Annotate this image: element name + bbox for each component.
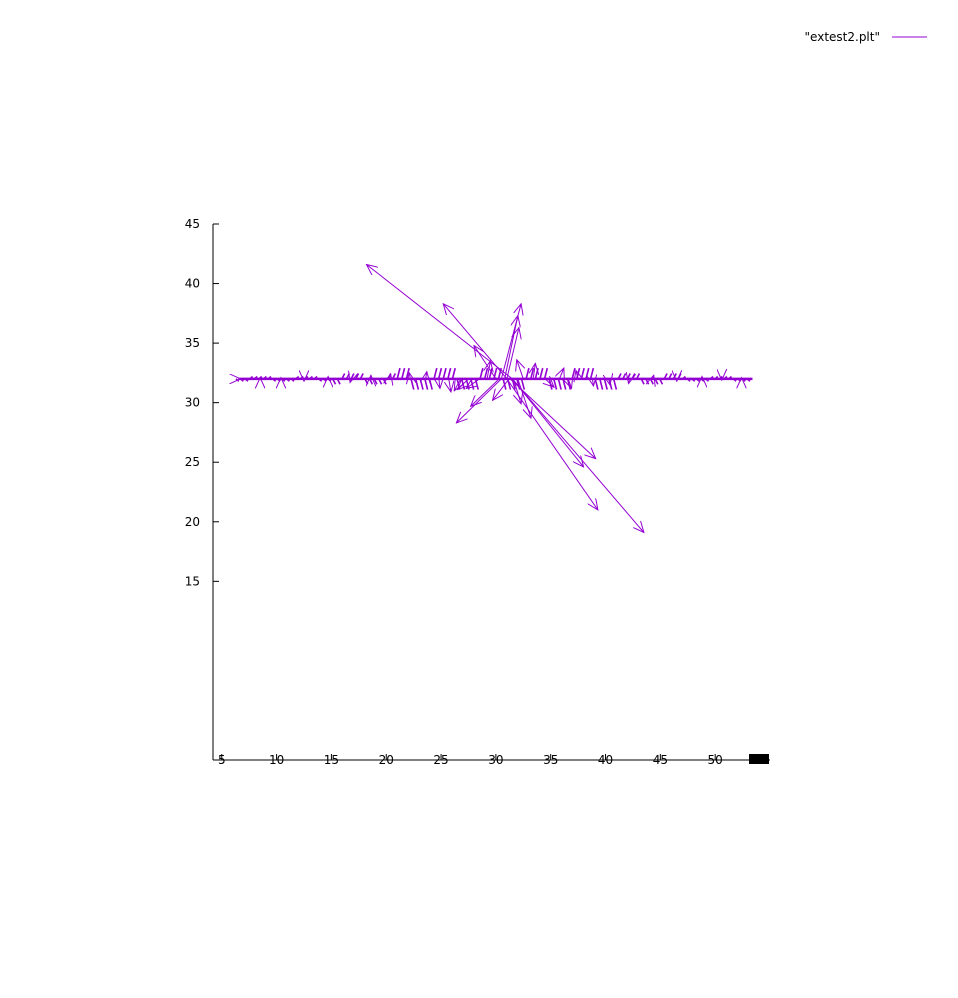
vector-arrow xyxy=(506,378,598,510)
vector-arrow-small xyxy=(612,378,618,390)
vector-arrow-small xyxy=(580,367,585,380)
vector-arrow-small xyxy=(506,378,512,390)
vector-arrow-small xyxy=(502,378,507,390)
vector-arrow-small xyxy=(608,378,613,390)
x-ticks: 5 10 15 20 25 30 35 40 45 50 xyxy=(218,753,723,767)
vector-arrow xyxy=(500,304,521,379)
vector-arrow-small xyxy=(585,367,590,380)
vector-arrow xyxy=(533,363,535,379)
vector-arrow xyxy=(443,304,508,380)
x-tick-label: 15 xyxy=(324,753,339,767)
y-ticks: 15 20 25 30 35 40 45 xyxy=(185,217,219,588)
vector-arrow-small xyxy=(534,367,539,380)
vector-arrow xyxy=(517,378,531,418)
vector-arrow-small xyxy=(433,367,438,380)
vector-arrow-small xyxy=(557,378,562,390)
x-tick-label: 30 xyxy=(488,753,503,767)
vector-arrow-small xyxy=(447,367,452,380)
vector-arrow-small xyxy=(437,367,443,380)
vector-arrow-small xyxy=(401,367,406,380)
y-tick-label: 20 xyxy=(185,515,200,529)
vector-arrow-small xyxy=(442,367,447,380)
vector-arrow xyxy=(487,361,490,379)
vector-arrow-small xyxy=(525,367,530,380)
vector-arrow xyxy=(493,378,510,400)
vector-arrow-small xyxy=(529,367,535,380)
vector-arrow xyxy=(367,264,513,380)
vector-arrow-small xyxy=(576,367,581,380)
vector-arrow xyxy=(517,360,524,380)
vector-arrow-small xyxy=(428,378,433,390)
overlapping-tick-labels xyxy=(749,754,769,764)
y-tick-label: 40 xyxy=(185,277,200,291)
y-tick-label: 15 xyxy=(185,574,200,588)
x-tick-label: 45 xyxy=(653,753,668,767)
vector-arrow-small xyxy=(479,367,484,380)
vector-arrow-small xyxy=(553,378,558,390)
vector-arrow-small xyxy=(474,378,480,390)
x-axis-end-ticks xyxy=(732,754,769,764)
vector-arrow-small xyxy=(419,378,424,390)
x-tick-label: 20 xyxy=(379,753,394,767)
vector-arrow-small xyxy=(405,367,410,380)
vector-arrow-small xyxy=(603,378,608,390)
vector-arrow-small xyxy=(571,367,576,380)
x-tick-label: 40 xyxy=(598,753,613,767)
vector-arrow-small xyxy=(451,367,456,380)
vector-arrow-small xyxy=(497,367,503,380)
vector-arrow xyxy=(512,378,521,404)
vector-arrow xyxy=(559,368,563,379)
x-tick-label: 25 xyxy=(433,753,448,767)
x-tick-label: 50 xyxy=(708,753,723,767)
legend: "extest2.plt" xyxy=(805,30,927,44)
vector-arrow-small xyxy=(424,378,429,390)
vector-arrow xyxy=(506,328,519,379)
y-tick-label: 35 xyxy=(185,336,200,350)
x-tick-label: 10 xyxy=(269,753,284,767)
vector-arrow-small xyxy=(562,378,567,390)
vector-arrow-small xyxy=(539,367,544,380)
vector-arrow xyxy=(511,378,583,467)
vector-arrow xyxy=(504,316,518,379)
vector-arrow xyxy=(471,378,500,406)
y-tick-label: 25 xyxy=(185,455,200,469)
y-tick-label: 45 xyxy=(185,217,200,231)
vector-arrow xyxy=(439,379,440,389)
vector-arrow-small xyxy=(594,378,599,390)
vector-arrow-small xyxy=(465,378,470,390)
vector-arrow-small xyxy=(460,378,466,390)
vector-series xyxy=(235,264,753,533)
vector-arrow-small xyxy=(488,367,493,380)
vector-arrow-small xyxy=(516,378,521,390)
vector-arrow-small xyxy=(543,367,549,380)
y-tick-label: 30 xyxy=(185,396,200,410)
vector-arrow-small xyxy=(414,378,420,390)
vector-arrow-small xyxy=(483,367,489,380)
vector-arrow xyxy=(454,378,461,391)
vector-arrow-small xyxy=(235,378,240,382)
vector-arrow-small xyxy=(599,378,604,390)
vector-arrow xyxy=(449,378,451,392)
vector-arrow-small xyxy=(410,378,415,390)
vector-arrow-small xyxy=(493,367,498,380)
vector-arrow xyxy=(509,378,596,459)
vector-arrow-small xyxy=(548,378,553,390)
vector-arrow-small xyxy=(470,378,475,390)
vector-arrow-small xyxy=(589,367,595,380)
vector-arrow-small xyxy=(511,378,516,390)
legend-label: "extest2.plt" xyxy=(805,30,880,44)
x-tick-label: 35 xyxy=(543,753,558,767)
vector-arrow-small xyxy=(566,378,572,390)
x-tick-label: 5 xyxy=(218,753,226,767)
vector-arrow-small xyxy=(456,378,461,390)
vector-arrow xyxy=(511,378,644,533)
axes xyxy=(212,224,770,761)
vector-arrow-small xyxy=(520,378,526,390)
vector-arrow-small xyxy=(396,367,401,380)
